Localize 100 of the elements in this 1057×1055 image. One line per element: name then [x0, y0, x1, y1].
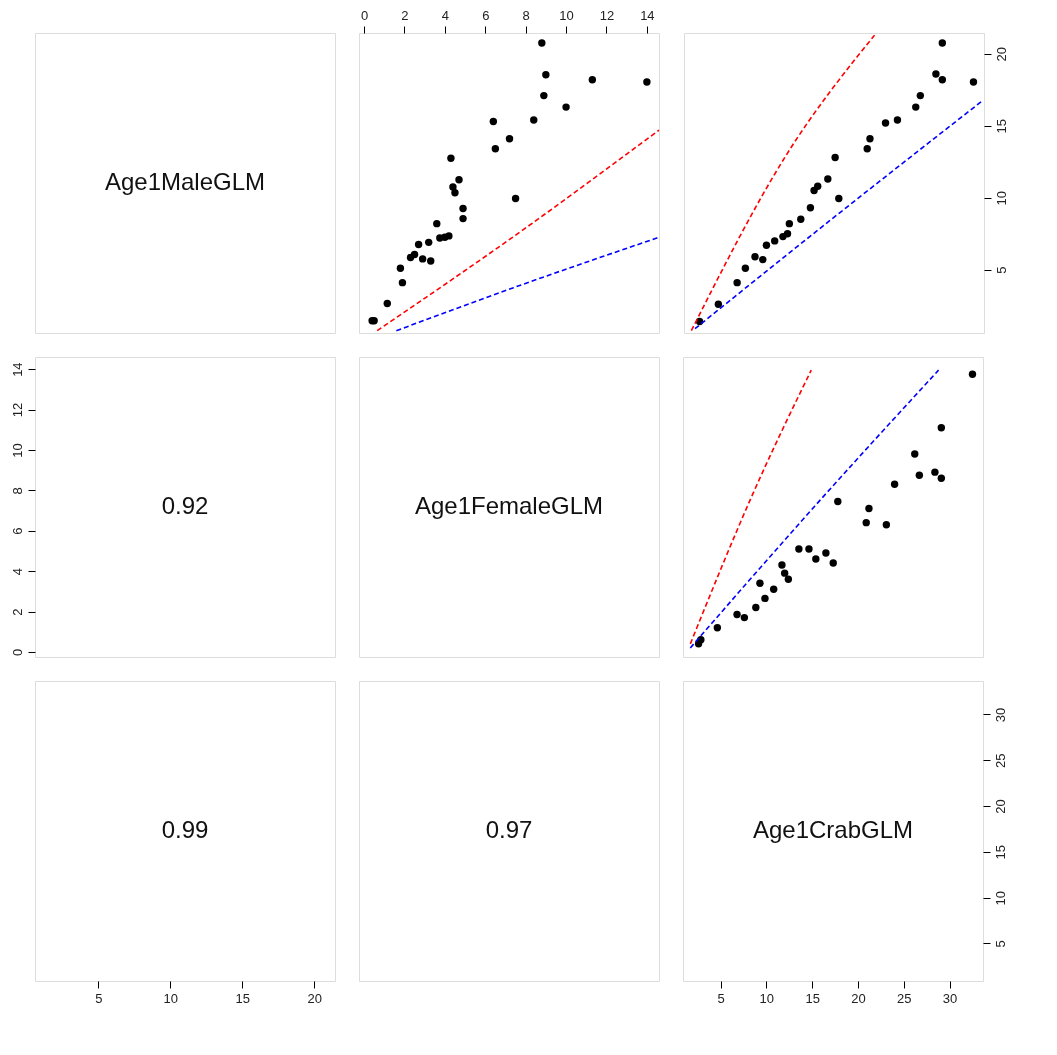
y-tick-label: 20 — [993, 47, 1009, 62]
text: 0.97 — [485, 816, 533, 843]
y-tick-label: 15 — [992, 845, 1008, 860]
point — [733, 278, 741, 287]
y-tick-label: 4 — [9, 568, 25, 576]
point — [778, 561, 786, 569]
point — [588, 76, 597, 84]
annotation: 0.99 — [161, 816, 209, 843]
point — [530, 116, 538, 124]
point — [459, 204, 467, 213]
point — [912, 103, 920, 111]
point — [414, 240, 423, 249]
point — [785, 219, 794, 228]
point — [814, 182, 822, 190]
point — [396, 264, 405, 272]
point — [805, 545, 813, 553]
x-tick-label: 4 — [441, 7, 449, 23]
point — [893, 116, 902, 124]
point — [740, 613, 749, 622]
point — [784, 575, 793, 583]
point — [865, 504, 873, 513]
point — [938, 39, 947, 47]
point — [713, 624, 722, 632]
point — [756, 579, 764, 587]
annotation: Age1CrabGLM — [752, 816, 914, 843]
x-tick-label: 15 — [235, 990, 250, 1006]
x-tick-label: 10 — [559, 7, 574, 23]
y-tick-label: 10 — [992, 890, 1008, 906]
x-tick-label: 30 — [942, 990, 958, 1006]
x-tick-label: 14 — [640, 7, 655, 23]
point — [968, 370, 977, 378]
point — [866, 135, 874, 143]
x-tick-label: 20 — [851, 990, 866, 1006]
y-tick-label: 0 — [9, 648, 25, 657]
point — [915, 471, 924, 479]
point — [714, 300, 723, 308]
point — [424, 238, 433, 247]
y-tick-label: 6 — [9, 527, 25, 535]
point — [969, 78, 978, 86]
point — [812, 555, 820, 563]
point — [418, 255, 427, 263]
point — [882, 520, 891, 529]
text: Age1MaleGLM — [104, 168, 266, 195]
point — [447, 154, 455, 162]
y-tick-label: 25 — [992, 753, 1008, 768]
point — [451, 189, 459, 197]
point — [538, 39, 546, 47]
point — [459, 214, 467, 223]
point — [761, 594, 769, 603]
point — [780, 569, 789, 577]
x-tick-label: 20 — [307, 990, 322, 1006]
x-tick-label: 5 — [717, 990, 725, 1006]
point — [937, 474, 946, 482]
point — [938, 76, 947, 84]
point — [770, 237, 779, 245]
point — [911, 450, 919, 458]
x-tick-label: 5 — [95, 990, 103, 1006]
point — [697, 636, 705, 644]
x-tick-label: 25 — [897, 990, 912, 1006]
x-tick-label: 2 — [401, 7, 409, 23]
annotation: 0.92 — [161, 492, 209, 519]
point — [741, 264, 750, 272]
point — [834, 497, 842, 506]
point — [427, 257, 435, 265]
x-tick-label: 8 — [522, 7, 530, 23]
y-tick-label: 2 — [9, 608, 25, 616]
point — [795, 545, 803, 553]
point — [937, 424, 946, 432]
x-tick-label: 12 — [599, 7, 615, 23]
point — [831, 153, 839, 162]
point — [835, 194, 843, 203]
point — [733, 610, 741, 619]
point — [511, 194, 520, 203]
point — [797, 215, 805, 224]
point — [491, 145, 500, 153]
point — [751, 253, 759, 261]
y-tick-label: 5 — [993, 266, 1009, 274]
point — [489, 117, 498, 126]
point — [383, 299, 391, 308]
point — [783, 230, 792, 238]
y-tick-label: 10 — [993, 191, 1009, 206]
point — [752, 603, 760, 612]
x-tick-label: 10 — [759, 990, 775, 1006]
point — [540, 91, 548, 100]
point — [931, 468, 939, 476]
point — [455, 176, 463, 184]
y-tick-label: 15 — [993, 119, 1009, 134]
point — [932, 70, 940, 78]
y-tick-label: 30 — [992, 707, 1008, 723]
point — [542, 71, 550, 79]
point — [806, 204, 815, 212]
y-tick-label: 10 — [9, 443, 25, 458]
point — [890, 480, 899, 488]
point — [824, 175, 832, 183]
point — [822, 549, 830, 557]
point — [643, 78, 651, 86]
point — [410, 250, 419, 259]
point — [562, 103, 570, 111]
x-tick-label: 15 — [805, 990, 820, 1006]
y-tick-label: 12 — [9, 402, 25, 418]
